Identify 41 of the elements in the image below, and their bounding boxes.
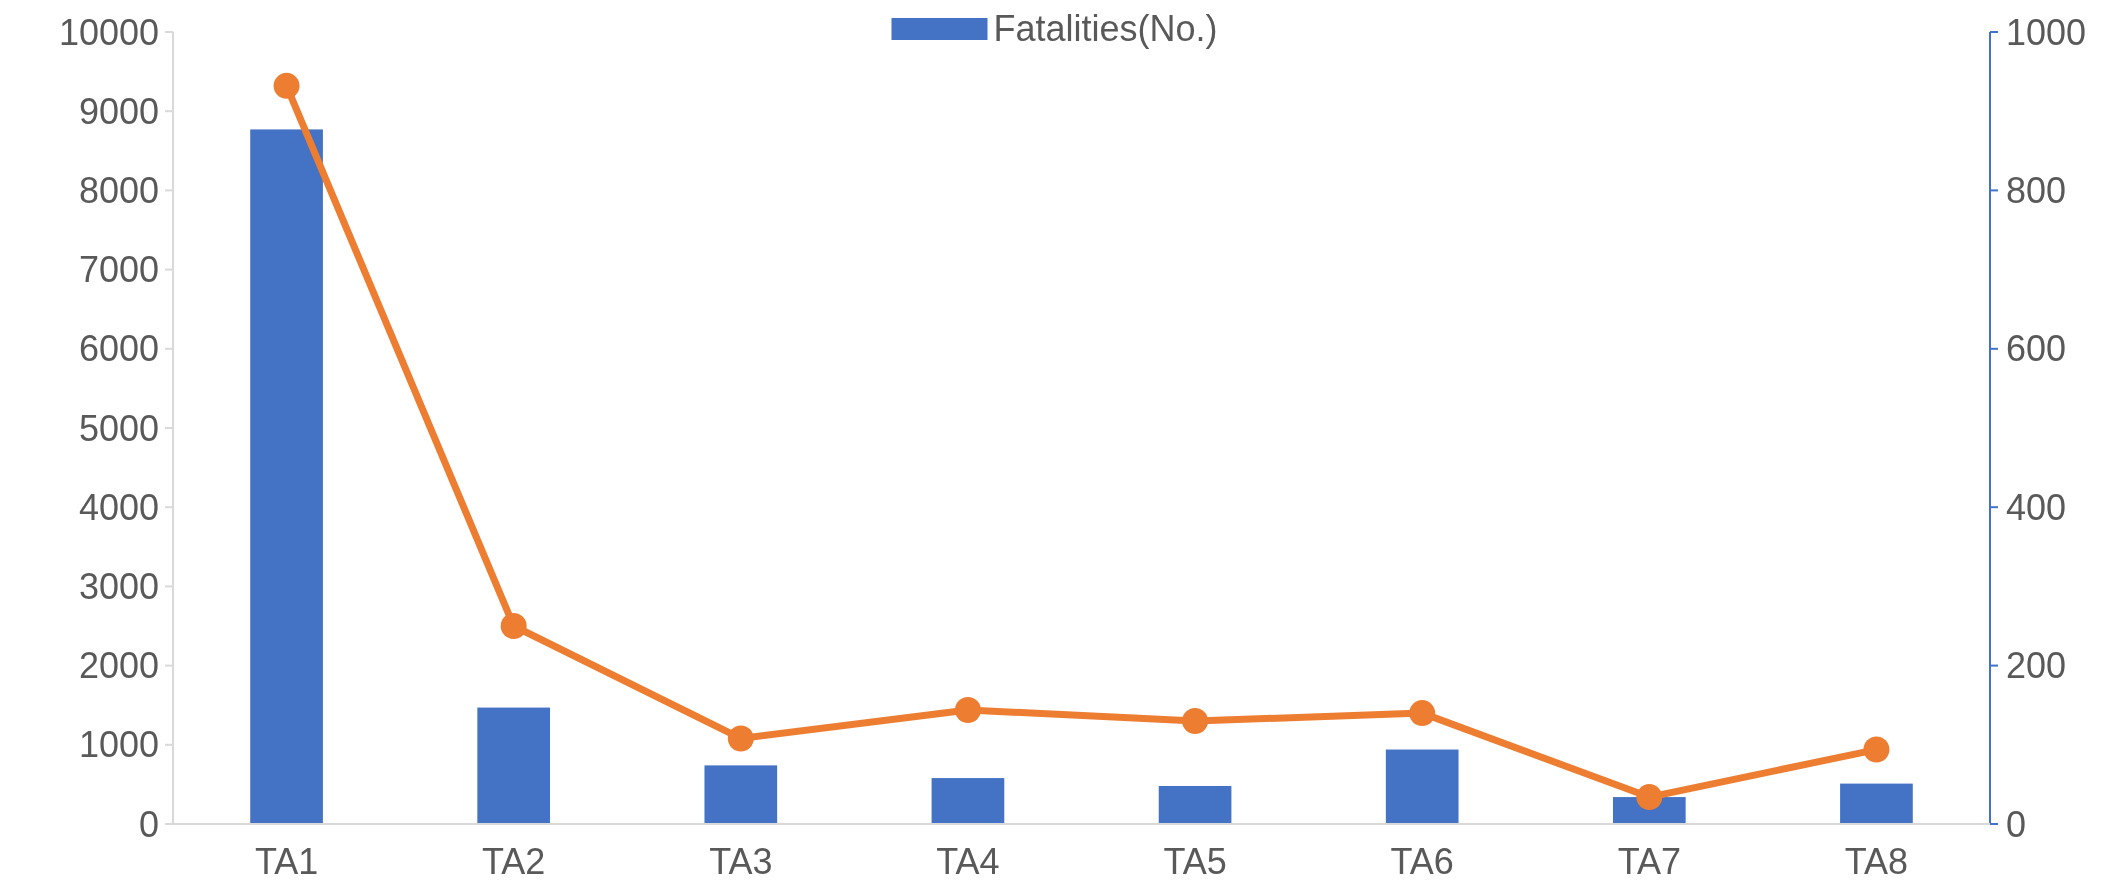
y2-tick-label: 0 (2006, 803, 2027, 845)
y-tick-label: 7000 (78, 249, 159, 291)
bar (477, 707, 551, 824)
point (727, 725, 754, 752)
y-tick-label: 0 (138, 803, 159, 845)
y2-tick-label: 400 (2006, 486, 2067, 528)
y2-tick-label: 800 (2006, 170, 2067, 211)
y-tick-label: 6000 (78, 328, 159, 370)
y2-tick-label: 1000 (2006, 11, 2087, 53)
y-tick-label: 3000 (78, 566, 159, 607)
bar (931, 778, 1005, 824)
legend-label: Fatalities(No.) (993, 7, 1218, 49)
x-tick-label: TA8 (1844, 841, 1909, 882)
bar (1840, 783, 1913, 824)
y2-tick-label: 200 (2006, 645, 2067, 687)
bar (1385, 749, 1459, 824)
y-tick-label: 8000 (78, 170, 159, 211)
point (500, 613, 527, 639)
point (1636, 784, 1663, 811)
y-tick-label: 5000 (78, 407, 159, 449)
point (954, 696, 981, 723)
y-tick-label: 1000 (78, 724, 159, 766)
y-tick-label: 2000 (78, 645, 159, 687)
x-tick-label: TA6 (1390, 841, 1454, 882)
point (1863, 736, 1890, 763)
point (1409, 700, 1436, 727)
point (273, 72, 300, 99)
x-tick-label: TA2 (482, 841, 546, 882)
x-tick-label: TA3 (709, 841, 773, 882)
bar (1158, 785, 1232, 824)
bar (250, 129, 323, 824)
y2-tick-label: 600 (2006, 328, 2067, 370)
y-tick-label: 10000 (58, 11, 159, 53)
y-tick-label: 4000 (78, 486, 159, 528)
bar (704, 765, 778, 824)
y-tick-label: 9000 (78, 90, 159, 132)
x-tick-label: TA1 (254, 841, 319, 882)
x-tick-label: TA7 (1617, 841, 1681, 882)
x-tick-label: TA4 (936, 841, 1000, 882)
x-tick-label: TA5 (1163, 841, 1227, 882)
point (1182, 708, 1209, 735)
